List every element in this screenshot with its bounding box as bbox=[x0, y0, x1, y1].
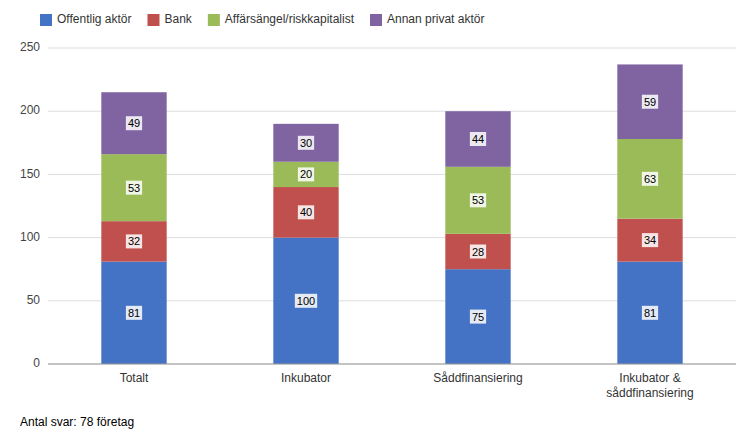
x-tick-label: Inkubator &såddfinansiering bbox=[606, 371, 693, 400]
data-label-bg bbox=[642, 95, 658, 109]
data-label-bg bbox=[126, 181, 142, 195]
y-tick-label: 250 bbox=[20, 40, 40, 54]
data-label: 20 bbox=[300, 168, 312, 180]
grid-line bbox=[48, 48, 736, 49]
bar-segment bbox=[617, 64, 682, 139]
bar-segment bbox=[273, 238, 338, 364]
data-label: 28 bbox=[472, 246, 484, 258]
bar-segment bbox=[445, 167, 510, 234]
data-label: 34 bbox=[644, 234, 656, 246]
legend-swatch bbox=[208, 14, 220, 26]
data-label: 40 bbox=[300, 206, 312, 218]
bar-segment bbox=[273, 187, 338, 238]
bar-segment bbox=[445, 234, 510, 269]
bar-segment bbox=[273, 162, 338, 187]
x-tick-label: Totalt bbox=[120, 371, 149, 385]
data-label-bg bbox=[642, 172, 658, 186]
bar-segment bbox=[617, 262, 682, 364]
data-label-bg bbox=[470, 132, 486, 146]
data-label-bg bbox=[298, 205, 314, 219]
data-label: 32 bbox=[128, 235, 140, 247]
data-label: 53 bbox=[472, 194, 484, 206]
data-label: 75 bbox=[472, 311, 484, 323]
data-label: 81 bbox=[128, 307, 140, 319]
legend-label: Annan privat aktör bbox=[387, 12, 484, 26]
x-tick-label: Såddfinansiering bbox=[433, 371, 522, 385]
x-tick-label: Inkubator bbox=[281, 371, 331, 385]
x-axis-line bbox=[48, 364, 736, 365]
data-label-bg bbox=[126, 234, 142, 248]
bar-segment bbox=[101, 221, 166, 261]
data-label: 100 bbox=[297, 295, 315, 307]
bar-segment bbox=[445, 111, 510, 167]
grid-line bbox=[48, 364, 736, 365]
data-label-bg bbox=[642, 233, 658, 247]
data-label: 53 bbox=[128, 182, 140, 194]
grid bbox=[48, 48, 736, 364]
bar-segment bbox=[101, 154, 166, 221]
data-label-bg bbox=[295, 294, 317, 308]
bar-segment bbox=[101, 262, 166, 364]
x-tick-label-line: Såddfinansiering bbox=[433, 371, 522, 385]
bar-segment bbox=[445, 269, 510, 364]
legend-label: Offentlig aktör bbox=[57, 12, 131, 26]
bar-segment bbox=[617, 139, 682, 219]
data-label-bg bbox=[298, 167, 314, 181]
data-label-bg bbox=[298, 136, 314, 150]
bar-segment bbox=[617, 219, 682, 262]
x-tick-label-line: Totalt bbox=[120, 371, 149, 385]
data-labels: 81 100 75 81 32 40 28 34 53 20 53 63 49 30 44 59 bbox=[126, 95, 658, 324]
x-tick-label-line: Inkubator bbox=[281, 371, 331, 385]
data-label-bg bbox=[126, 306, 142, 320]
legend-label: Bank bbox=[164, 12, 192, 26]
legend-swatch bbox=[40, 14, 52, 26]
legend-label: Affärsängel/riskkapitalist bbox=[225, 12, 355, 26]
footnote: Antal svar: 78 företag bbox=[20, 415, 134, 429]
bars bbox=[101, 64, 682, 364]
x-tick-label-line: såddfinansiering bbox=[606, 386, 693, 400]
bar-segment bbox=[101, 92, 166, 154]
data-label-bg bbox=[126, 116, 142, 130]
data-label: 59 bbox=[644, 96, 656, 108]
y-tick-label: 50 bbox=[27, 293, 41, 307]
chart: 0 50 100 150 200 250 81 100 75 81 32 40 28 34 53 20 53 63… bbox=[0, 0, 756, 436]
data-label: 49 bbox=[128, 117, 140, 129]
data-label-bg bbox=[470, 310, 486, 324]
data-label: 30 bbox=[300, 137, 312, 149]
data-label: 63 bbox=[644, 173, 656, 185]
y-tick-label: 200 bbox=[20, 103, 40, 117]
data-label: 44 bbox=[472, 133, 484, 145]
legend-swatch bbox=[370, 14, 382, 26]
data-label-bg bbox=[470, 245, 486, 259]
y-tick-label: 150 bbox=[20, 167, 40, 181]
x-tick-label-line: Inkubator & bbox=[619, 371, 680, 385]
bar-segment bbox=[273, 124, 338, 162]
data-label-bg bbox=[470, 193, 486, 207]
legend: Offentlig aktör Bank Affärsängel/riskkapit… bbox=[40, 12, 484, 26]
y-tick-label: 0 bbox=[33, 356, 40, 370]
data-label: 81 bbox=[644, 307, 656, 319]
data-label-bg bbox=[642, 306, 658, 320]
y-tick-label: 100 bbox=[20, 230, 40, 244]
legend-swatch bbox=[147, 14, 159, 26]
